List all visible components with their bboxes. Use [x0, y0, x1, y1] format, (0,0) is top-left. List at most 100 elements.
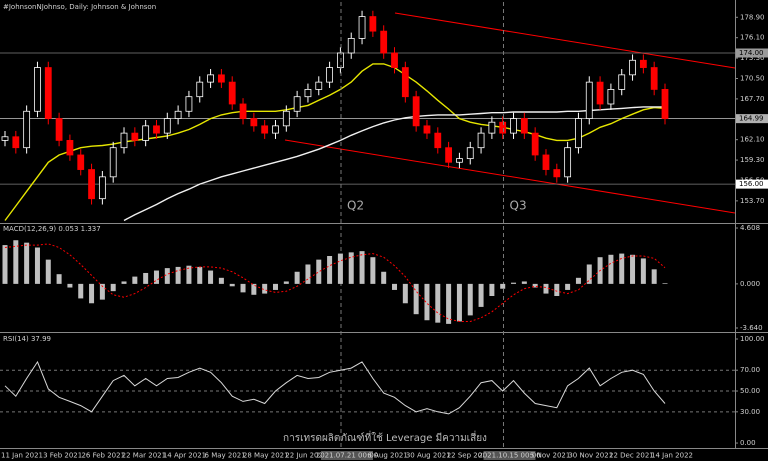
macd-bar — [532, 283, 538, 288]
y-tick-label: 0.00 — [740, 439, 756, 447]
macd-bar — [99, 283, 105, 300]
candle-body — [282, 110, 290, 127]
macd-bar — [424, 283, 430, 321]
macd-bar — [67, 283, 73, 288]
y-tick-label: 167.70 — [740, 95, 765, 103]
macd-bar — [662, 283, 668, 284]
y-tick-label: 153.70 — [740, 197, 765, 205]
candle-body — [380, 30, 388, 54]
candle-body — [131, 132, 139, 141]
candle-body — [585, 81, 593, 119]
candle-body — [239, 103, 247, 119]
candle-body — [607, 89, 615, 105]
candle-body — [66, 140, 74, 156]
x-tick-label: 30 Nov 2021 — [568, 452, 613, 460]
macd-bar — [153, 270, 159, 284]
candle-body — [1, 136, 9, 141]
candle-body — [347, 38, 355, 54]
candle-body — [174, 110, 182, 119]
candle-body — [34, 67, 41, 112]
macd-bar — [608, 254, 614, 284]
y-tick-label: 70.00 — [740, 366, 760, 374]
y-tick-label: 178.90 — [740, 13, 765, 21]
macd-bar — [478, 283, 484, 307]
macd-bar — [294, 271, 300, 284]
candle-body — [520, 118, 528, 134]
macd-bar — [543, 283, 549, 294]
macd-bar — [143, 272, 149, 284]
candle-body — [337, 52, 344, 68]
crosshair-date-box — [321, 451, 373, 460]
panel-title: MACD(12,26,9) 0.053 1.337 — [3, 225, 101, 233]
candle-body — [142, 125, 150, 141]
x-tick-label: 3 Feb 2021 — [43, 452, 82, 460]
crosshair-date-box — [483, 451, 536, 460]
watermark: การเทรดผลิตภัณฑ์ที่ใช้ Leverage มีความเส… — [283, 430, 487, 444]
y-tick-label: 0.000 — [740, 280, 760, 288]
macd-bar — [251, 283, 257, 295]
y-tick-label: 4.608 — [740, 224, 760, 232]
macd-bar — [554, 283, 560, 296]
candle-body — [44, 67, 52, 119]
x-tick-label: 2021.07.21 00:00 — [316, 452, 378, 460]
macd-bar — [413, 283, 419, 315]
candle-body — [369, 16, 377, 32]
candle-body — [553, 169, 561, 178]
macd-bar — [402, 283, 408, 304]
candle-body — [488, 121, 496, 134]
y-tick-label: 100.00 — [740, 335, 765, 343]
x-tick-label: 6 Aug 2021 — [367, 452, 407, 460]
macd-bar — [370, 257, 376, 284]
candle-body — [326, 67, 333, 83]
quarter-label: Q3 — [510, 199, 527, 213]
candle-body — [98, 176, 106, 200]
candle-body — [153, 125, 160, 134]
candle-body — [499, 121, 507, 134]
candle-body — [304, 89, 312, 98]
macd-bar — [218, 277, 224, 284]
price-level-label: 164.99 — [739, 115, 764, 123]
candle-body — [445, 147, 453, 163]
x-tick-label: 14 Apr 2021 — [163, 452, 206, 460]
candle-body — [618, 74, 626, 90]
panel-title: #JohnsonNJohnso, Daily: Johnson & Johnso… — [3, 3, 156, 11]
signal-line — [4, 243, 666, 322]
macd-bar — [327, 256, 333, 284]
candle-body — [661, 89, 669, 119]
macd-bar — [359, 251, 365, 284]
macd-bar — [619, 253, 625, 284]
candle-body — [120, 132, 128, 149]
candle-body — [207, 74, 214, 83]
panel-title: RSI(14) 37.99 — [3, 335, 51, 343]
moving-average — [4, 63, 666, 221]
candle-body — [466, 147, 474, 160]
macd-bar — [13, 240, 19, 284]
macd-bar — [45, 259, 51, 284]
candle-body — [423, 125, 431, 134]
trend-line — [284, 139, 736, 214]
candle-body — [650, 67, 658, 90]
macd-bar — [283, 281, 289, 284]
macd-bar — [467, 283, 473, 316]
macd-bar — [208, 270, 214, 284]
macd-bar — [381, 271, 387, 284]
macd-bar — [565, 283, 571, 290]
macd-bar — [34, 247, 40, 284]
macd-bar — [186, 265, 192, 284]
candle-body — [185, 96, 193, 112]
candle-body — [272, 125, 279, 134]
price-level-label: 156.00 — [739, 180, 764, 188]
macd-bar — [132, 276, 138, 284]
macd-bar — [262, 283, 268, 294]
x-tick-label: 28 May 2021 — [243, 452, 289, 460]
macd-bar — [489, 283, 495, 296]
macd-bar — [392, 283, 398, 290]
y-tick-label: 173.30 — [740, 54, 765, 62]
macd-bar — [240, 283, 246, 293]
macd-bar — [586, 264, 592, 284]
price-level-box — [736, 48, 768, 58]
macd-bar — [121, 281, 127, 284]
candle-body — [88, 169, 95, 200]
macd-bar — [110, 283, 116, 292]
y-tick-label: 30.00 — [740, 408, 760, 416]
